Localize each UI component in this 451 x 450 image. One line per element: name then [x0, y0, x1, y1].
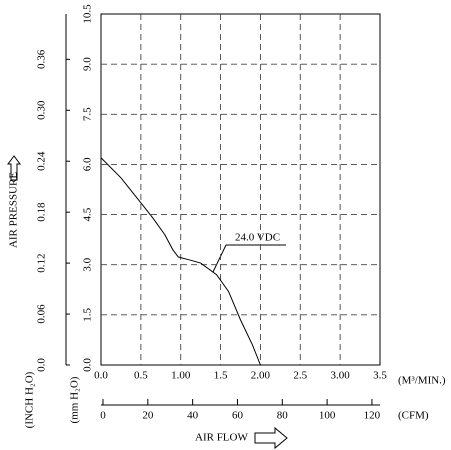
y-tick-label: 7.5 [82, 107, 94, 121]
x-tick-label: 0.5 [134, 370, 148, 382]
x-axis-label: AIR FLOW [195, 432, 248, 444]
x-tick-label: 1.00 [171, 370, 191, 382]
y2-tick-label: 0.0 [36, 358, 48, 372]
x2-tick-label: 40 [187, 410, 199, 422]
x-tick-label: 1.5 [214, 370, 228, 382]
y-tick-label: 3.0 [82, 257, 94, 271]
y2-tick-label: 0.12 [36, 253, 48, 272]
y2-tick-label: 0.30 [36, 100, 48, 120]
x2-tick-label: 120 [364, 410, 381, 422]
y-axis-label: AIR PRESSURE [8, 172, 20, 248]
y-tick-label: 6.0 [82, 157, 94, 171]
y-tick-label: 0.0 [82, 358, 94, 372]
y2-tick-label: 0.18 [36, 202, 48, 222]
x2-tick-label: 0 [100, 410, 106, 422]
leader-line [212, 244, 227, 273]
y2-tick-label: 0.36 [36, 49, 48, 69]
x2-tick-label: 80 [277, 410, 289, 422]
right-arrow [254, 426, 288, 450]
plot-frame [100, 13, 381, 366]
y2-tick-label: 0.06 [36, 304, 48, 324]
x-unit: (M³/MIN.) [398, 375, 446, 387]
y-tick-label: 10.5 [82, 4, 94, 24]
x-tick-label: 0.0 [94, 370, 108, 382]
x2-unit: (CFM) [398, 410, 429, 422]
y-unit: (mm H₂O) [69, 376, 81, 423]
x2-tick-label: 60 [232, 410, 244, 422]
x-tick-label: 2.00 [251, 370, 271, 382]
y2-tick-label: 0.24 [36, 151, 48, 171]
x-tick-label: 3.5 [373, 370, 387, 382]
y-tick-label: 4.5 [82, 207, 94, 221]
curve-label: 24.0 VDC [235, 232, 280, 244]
x-tick-label: 3.00 [331, 370, 351, 382]
up-arrow [7, 155, 21, 181]
y-tick-label: 9.0 [82, 57, 94, 71]
y-tick-label: 1.5 [82, 307, 94, 321]
x-tick-label: 2.5 [293, 370, 307, 382]
x2-tick-label: 20 [142, 410, 154, 422]
curve [100, 157, 261, 366]
y2-unit: (INCH H₂O) [24, 371, 36, 428]
x2-tick-label: 100 [319, 410, 336, 422]
